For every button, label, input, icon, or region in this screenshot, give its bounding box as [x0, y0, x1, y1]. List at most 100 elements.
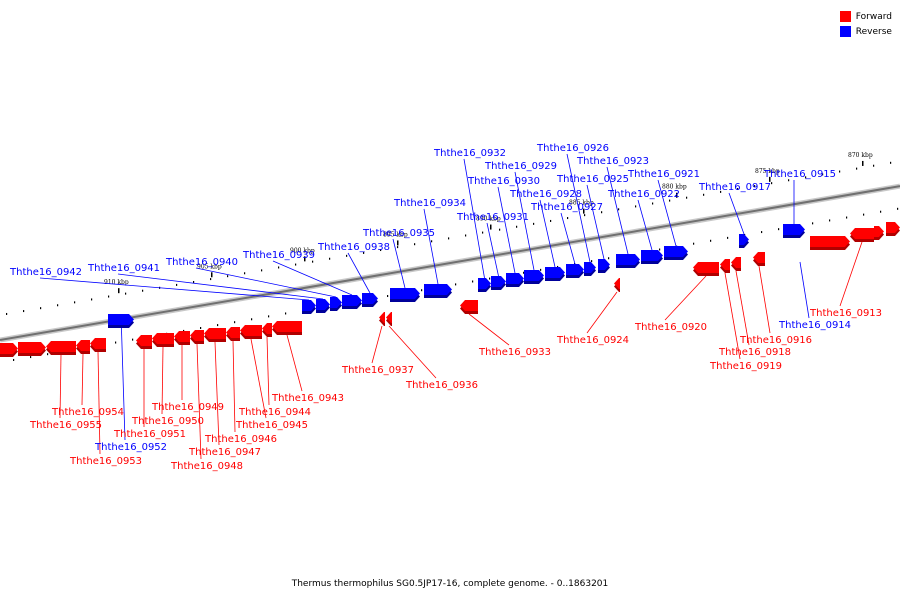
leader-line	[735, 270, 750, 346]
minor-tick	[727, 236, 729, 239]
genome-title: Thermus thermophilus SG0.5JP17-16, compl…	[291, 579, 609, 589]
scale-label: 875 kbp	[755, 168, 780, 175]
leader-line	[423, 208, 439, 285]
gene-label: Ththe16_0914	[778, 320, 851, 331]
minor-tick	[540, 268, 542, 271]
gene-arrow	[739, 234, 749, 248]
leader-line	[606, 166, 629, 255]
minor-tick	[329, 257, 331, 260]
leader-line	[388, 325, 437, 379]
minor-tick	[788, 179, 790, 182]
forward-swatch	[839, 11, 851, 22]
legend-item-reverse: Reverse	[839, 24, 892, 39]
minor-tick	[227, 275, 229, 278]
minor-tick	[761, 231, 763, 234]
gene-arrow	[90, 338, 106, 352]
gene-label: Ththe16_0937	[341, 365, 414, 376]
minor-tick	[312, 260, 314, 263]
minor-tick	[703, 193, 705, 196]
minor-tick	[754, 185, 756, 188]
gene-label: Ththe16_0933	[478, 347, 551, 358]
minor-tick	[499, 228, 501, 231]
minor-tick	[710, 239, 712, 242]
gene-arrow	[478, 278, 491, 292]
minor-tick	[132, 338, 134, 341]
minor-tick	[489, 277, 491, 280]
leader-lines	[39, 153, 863, 460]
minor-tick	[455, 283, 457, 286]
gene-arrow	[614, 278, 620, 292]
gene-label: Ththe16_0920	[634, 322, 707, 333]
minor-tick	[346, 254, 348, 257]
scale-label: 885 kbp	[569, 200, 594, 207]
minor-tick	[720, 190, 722, 193]
reverse-swatch	[839, 26, 851, 37]
minor-tick	[193, 280, 195, 283]
leader-line	[39, 277, 310, 301]
genome-backbone	[0, 183, 900, 343]
minor-tick	[183, 329, 185, 332]
gene-arrow	[362, 293, 378, 307]
minor-tick	[465, 234, 467, 237]
scale-label: 905 kbp	[197, 263, 222, 270]
gene-arrow	[641, 250, 663, 264]
scale-tick	[397, 240, 399, 246]
gene-arrow	[379, 312, 385, 326]
leader-line	[117, 273, 324, 300]
minor-tick	[47, 353, 49, 356]
gene-arrow	[664, 246, 688, 260]
gene-label: Ththe16_0913	[809, 308, 882, 319]
gene-label: Ththe16_0939	[242, 250, 315, 261]
leader-line	[728, 192, 745, 235]
gene-label: Ththe16_0927	[530, 202, 603, 213]
scale-tick	[490, 224, 492, 230]
minor-tick	[584, 214, 586, 217]
gene-arrow	[616, 254, 640, 268]
scale-label: 900 kbp	[290, 247, 315, 254]
minor-tick	[778, 228, 780, 231]
minor-tick	[516, 225, 518, 228]
scale-tick	[583, 208, 585, 214]
gene-arrow	[874, 226, 884, 240]
leader-line	[539, 199, 556, 268]
minor-tick	[57, 304, 59, 307]
gene-label: Ththe16_0955	[29, 420, 102, 431]
minor-tick	[805, 176, 807, 179]
scale-label: 890 kbp	[476, 216, 501, 223]
gene-arrow	[0, 343, 18, 357]
minor-tick	[601, 211, 603, 214]
minor-tick	[387, 295, 389, 298]
scale-tick	[118, 288, 120, 294]
minor-tick	[523, 271, 525, 274]
gene-arrow	[783, 224, 805, 238]
gene-arrow	[108, 314, 134, 328]
scale-tick	[211, 272, 213, 278]
minor-tick	[40, 307, 42, 310]
minor-tick	[482, 231, 484, 234]
gene-arrow	[330, 297, 342, 311]
leader-line	[214, 341, 220, 446]
gene-arrow	[566, 264, 584, 278]
leader-line	[196, 343, 202, 460]
gene-label: Ththe16_0952	[94, 442, 167, 453]
minor-tick	[251, 318, 253, 321]
minor-tick	[686, 196, 688, 199]
minor-tick	[6, 312, 8, 315]
minor-tick	[414, 243, 416, 246]
gene-arrow	[152, 333, 174, 347]
minor-tick	[635, 205, 637, 208]
leader-line	[560, 212, 576, 265]
scale-tick	[769, 176, 771, 182]
gene-arrow	[731, 257, 741, 271]
minor-tick	[829, 219, 831, 222]
minor-tick	[261, 269, 263, 272]
gene-label: Ththe16_0919	[709, 361, 782, 372]
gene-label: Ththe16_0949	[151, 402, 224, 413]
leader-line	[486, 222, 499, 277]
gene-arrow	[584, 262, 596, 276]
scale-tick	[304, 256, 306, 262]
minor-tick	[693, 242, 695, 245]
legend: Forward Reverse	[839, 9, 892, 39]
gene-label: Ththe16_0940	[165, 257, 238, 268]
